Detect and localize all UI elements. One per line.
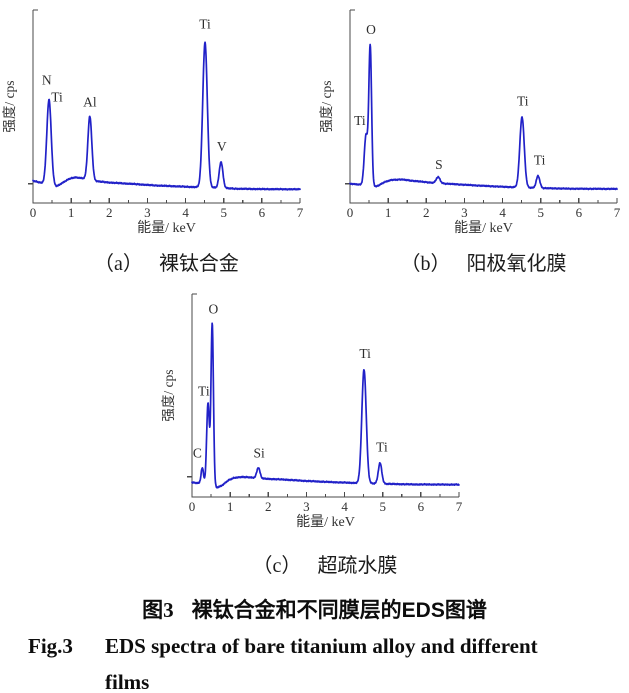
peak-label-N: N <box>42 72 52 87</box>
x-tick-label: 7 <box>614 205 621 220</box>
x-axis-label: 能量/ keV <box>454 220 513 235</box>
subcaption-c-tag: （c） <box>252 555 302 577</box>
axis-spines <box>190 294 459 498</box>
peak-label-Ti: Ti <box>517 94 529 109</box>
y-axis-label: 强度/ cps <box>319 80 334 132</box>
figure-caption-cn-text: 裸钛合金和不同膜层的EDS图谱 <box>191 599 487 622</box>
x-tick-label: 4 <box>182 205 189 220</box>
axis-spines <box>349 10 617 204</box>
peak-label-Ti: Ti <box>198 384 210 399</box>
x-tick-label: 7 <box>455 499 462 514</box>
bottom-chart-row: 0 1 2 3 4 5 6 7 能量/ keV 强度/ cps C Ti O Si Ti Ti （c） 超疏水膜 <box>0 284 629 578</box>
peak-label-S: S <box>435 157 443 172</box>
x-tick-label: 6 <box>417 499 424 514</box>
axis-spines <box>32 10 300 204</box>
subcaption-c-text: 超疏水膜 <box>317 555 398 577</box>
subcaption-b-tag: （b） <box>400 253 451 275</box>
chart-b-figure: 0 1 2 3 4 5 6 7 能量/ keV 强度/ cps Ti O S Ti Ti （b） 阳极氧化膜 <box>317 0 629 276</box>
peak-label-C: C <box>192 445 201 460</box>
peak-label-O: O <box>366 22 376 37</box>
peak-label-Ti: Ti <box>534 152 546 167</box>
peak-label-Ti: Ti <box>354 113 366 128</box>
spectrum-curve <box>190 322 460 489</box>
x-tick-label: 0 <box>188 499 195 514</box>
x-tick-label: 3 <box>461 205 468 220</box>
x-tick-label: 6 <box>576 205 583 220</box>
figure-caption-en-text: EDS spectra of bare titanium alloy and d… <box>105 634 538 693</box>
figure-caption-cn: 图3 裸钛合金和不同膜层的EDS图谱 <box>0 594 629 624</box>
subcaption-c: （c） 超疏水膜 <box>192 549 459 578</box>
peak-label-V: V <box>217 139 227 154</box>
spectrum-curve <box>32 41 301 191</box>
peak-label-Ti: Ti <box>199 16 211 31</box>
peak-label-Si: Si <box>253 445 265 460</box>
figure-caption-en: Fig.3 EDS spectra of bare titanium alloy … <box>0 629 629 693</box>
x-tick-label: 3 <box>303 499 310 514</box>
spectrum-curve <box>349 43 618 191</box>
x-tick-label: 0 <box>30 205 37 220</box>
subcaption-a-tag: （a） <box>94 253 143 275</box>
x-tick-label: 4 <box>499 205 506 220</box>
x-tick-label: 4 <box>341 499 348 514</box>
top-charts-row: 0 1 2 3 4 5 6 7 能量/ keV 强度/ cps N Ti Al Ti V （a） 裸钛合金 0… <box>0 0 629 276</box>
subcaption-b: （b） 阳极氧化膜 <box>350 247 617 276</box>
figure-caption-cn-number: 图3 <box>142 598 174 622</box>
subcaption-b-text: 阳极氧化膜 <box>466 253 567 275</box>
x-tick-label: 3 <box>144 205 151 220</box>
x-tick-label: 2 <box>265 499 272 514</box>
x-tick-label: 1 <box>68 205 75 220</box>
x-tick-label: 5 <box>537 205 544 220</box>
x-tick-label: 7 <box>297 205 304 220</box>
y-axis-label: 强度/ cps <box>2 80 17 132</box>
x-tick-label: 0 <box>347 205 354 220</box>
peak-label-Ti: Ti <box>51 90 63 105</box>
subcaption-a: （a） 裸钛合金 <box>33 247 300 276</box>
peak-label-Al: Al <box>83 95 97 110</box>
eds-spectrum-chart-b: 0 1 2 3 4 5 6 7 能量/ keV 强度/ cps Ti O S Ti Ti <box>319 9 621 235</box>
x-tick-label: 1 <box>226 499 233 514</box>
x-tick-label: 5 <box>220 205 227 220</box>
peak-label-O: O <box>208 301 218 316</box>
figure-caption-en-number: Fig.3 <box>28 634 73 658</box>
y-axis-label: 强度/ cps <box>161 369 176 421</box>
x-axis-label: 能量/ keV <box>296 514 355 529</box>
x-tick-label: 2 <box>423 205 430 220</box>
x-tick-label: 2 <box>106 205 113 220</box>
x-tick-label: 5 <box>379 499 386 514</box>
x-tick-label: 6 <box>259 205 266 220</box>
subcaption-a-text: 裸钛合金 <box>158 253 239 275</box>
x-tick-label: 1 <box>385 205 392 220</box>
x-axis-label: 能量/ keV <box>137 220 196 235</box>
eds-spectrum-chart-c: 0 1 2 3 4 5 6 7 能量/ keV 强度/ cps C Ti O Si Ti Ti <box>161 293 462 529</box>
chart-c-figure: 0 1 2 3 4 5 6 7 能量/ keV 强度/ cps C Ti O Si Ti Ti （c） 超疏水膜 <box>159 284 471 578</box>
peak-label-Ti: Ti <box>359 346 371 361</box>
peak-label-Ti: Ti <box>376 439 388 454</box>
chart-a-figure: 0 1 2 3 4 5 6 7 能量/ keV 强度/ cps N Ti Al Ti V （a） 裸钛合金 <box>0 0 312 276</box>
eds-spectrum-chart-a: 0 1 2 3 4 5 6 7 能量/ keV 强度/ cps N Ti Al Ti V <box>2 9 304 235</box>
